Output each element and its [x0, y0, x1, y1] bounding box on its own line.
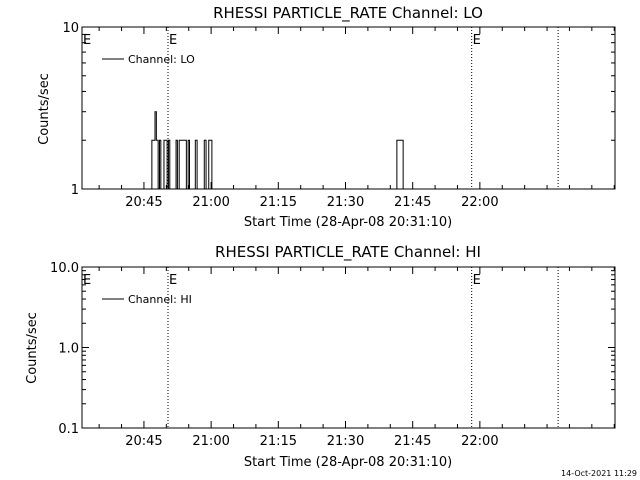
- event-label: E: [169, 33, 177, 48]
- event-label: E: [83, 33, 91, 48]
- chart-title: RHESSI PARTICLE_RATE Channel: LO: [213, 4, 483, 23]
- event-label: E: [169, 273, 177, 288]
- plot-frame: [81, 26, 616, 190]
- y-tick-label: 1.0: [58, 342, 79, 357]
- event-label: E: [83, 273, 91, 288]
- x-tick-label: 21:15: [260, 195, 297, 210]
- y-tick-label: 0.1: [58, 422, 79, 437]
- x-axis-label: Start Time (28-Apr-08 20:31:10): [244, 215, 452, 230]
- footer-timestamp: 14-Oct-2021 11:29: [561, 469, 637, 478]
- y-tick-label: 10: [62, 21, 79, 36]
- panel-lo: RHESSI PARTICLE_RATE Channel: LO Start T…: [37, 4, 616, 230]
- y-axis-label: Counts/sec: [37, 73, 52, 145]
- x-tick-label: 21:30: [327, 434, 364, 449]
- event-label: E: [473, 273, 481, 288]
- x-tick-label: 20:45: [125, 195, 162, 210]
- y-tick-label: 10.0: [50, 261, 79, 276]
- x-tick-label: 21:00: [192, 434, 229, 449]
- x-tick-label: 21:00: [192, 195, 229, 210]
- x-tick-label: 22:00: [461, 195, 498, 210]
- y-axis-label: Counts/sec: [25, 312, 40, 384]
- legend-label: Channel: HI: [128, 293, 192, 306]
- x-tick-label: 21:45: [394, 195, 431, 210]
- x-tick-label: 22:00: [461, 434, 498, 449]
- x-tick-label: 20:45: [125, 434, 162, 449]
- chart-title: RHESSI PARTICLE_RATE Channel: HI: [215, 243, 481, 262]
- x-tick-label: 21:30: [327, 195, 364, 210]
- y-tick-label: 1: [71, 183, 79, 198]
- legend-label: Channel: LO: [128, 53, 195, 66]
- plot-frame: [81, 266, 616, 429]
- x-tick-label: 21:15: [260, 434, 297, 449]
- series-line: [149, 111, 405, 190]
- panel-hi: RHESSI PARTICLE_RATE Channel: HI Start T…: [25, 243, 616, 470]
- x-tick-label: 21:45: [394, 434, 431, 449]
- event-label: E: [473, 33, 481, 48]
- x-axis-label: Start Time (28-Apr-08 20:31:10): [244, 455, 452, 470]
